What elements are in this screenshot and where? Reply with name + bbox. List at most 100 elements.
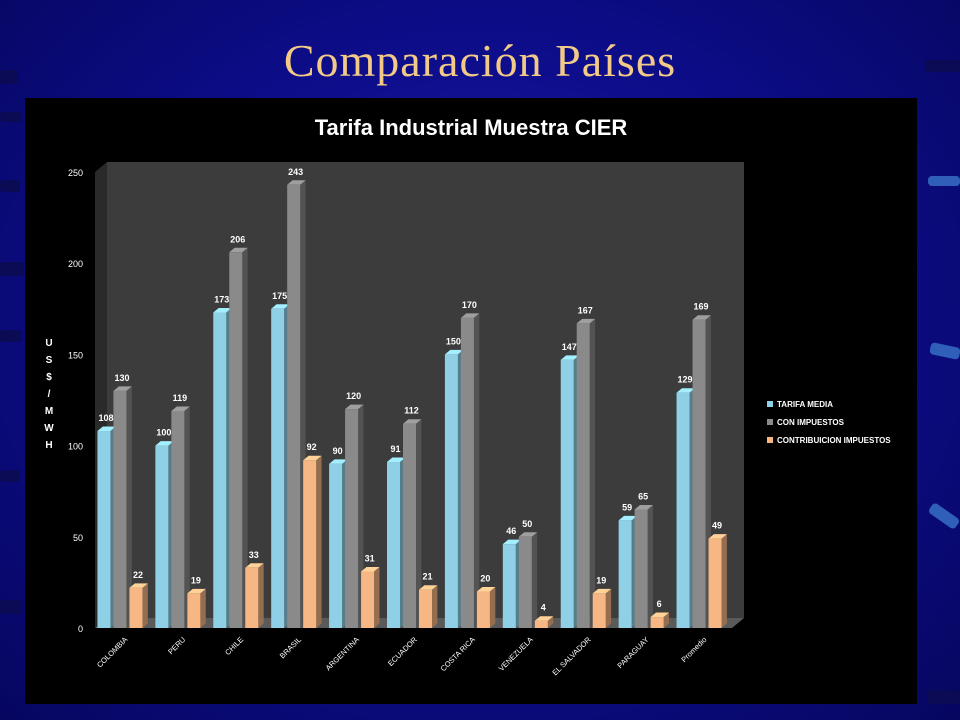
data-label: 6 bbox=[657, 599, 662, 609]
data-label: 92 bbox=[307, 442, 317, 452]
bar-top bbox=[444, 349, 464, 355]
bar-top bbox=[592, 588, 612, 594]
x-tick-label: PERU bbox=[166, 635, 187, 656]
bar bbox=[634, 509, 648, 628]
x-tick-label: BRASIL bbox=[278, 635, 303, 660]
y-axis-label: U bbox=[45, 338, 52, 349]
x-tick-label: CHILE bbox=[223, 635, 245, 657]
y-tick-label: 200 bbox=[68, 259, 83, 269]
x-tick-label: EL SALVADOR bbox=[550, 635, 593, 678]
data-label: 31 bbox=[365, 553, 375, 563]
slide-decoration bbox=[0, 262, 24, 276]
data-label: 112 bbox=[404, 406, 419, 416]
bar-top bbox=[387, 457, 406, 463]
bar-top bbox=[618, 515, 638, 521]
y-axis-label: S bbox=[46, 355, 53, 366]
bar-top bbox=[560, 355, 580, 360]
x-tick-label: VENEZUELA bbox=[497, 635, 535, 673]
data-label: 19 bbox=[596, 575, 606, 585]
data-label: 33 bbox=[249, 550, 259, 560]
data-label: 175 bbox=[272, 291, 287, 301]
data-label: 65 bbox=[638, 491, 648, 501]
data-label: 108 bbox=[98, 413, 113, 423]
bar-top bbox=[708, 534, 727, 539]
bar bbox=[518, 536, 532, 628]
bar-top bbox=[576, 318, 596, 324]
slide-decoration bbox=[0, 330, 22, 342]
slide-decoration bbox=[927, 501, 960, 531]
x-tick-label: ECUADOR bbox=[386, 635, 419, 668]
data-label: 170 bbox=[462, 300, 477, 310]
bar bbox=[229, 252, 243, 629]
x-tick-label: PARAGUAY bbox=[615, 635, 650, 670]
bar-top bbox=[303, 455, 322, 461]
bar-top bbox=[502, 539, 522, 545]
bar-side bbox=[605, 588, 612, 628]
bar-side bbox=[531, 532, 538, 628]
bar bbox=[155, 445, 169, 628]
bar-side bbox=[126, 386, 132, 628]
x-tick-label: Promedio bbox=[679, 635, 708, 664]
bar bbox=[113, 390, 127, 628]
bar bbox=[171, 410, 185, 628]
bar-top bbox=[460, 313, 480, 318]
data-label: 20 bbox=[480, 574, 490, 584]
bar-top bbox=[476, 587, 496, 592]
bar-top bbox=[634, 504, 654, 510]
bar-top bbox=[287, 180, 306, 185]
y-tick-label: 250 bbox=[68, 168, 83, 178]
bar bbox=[361, 571, 375, 628]
bar bbox=[460, 317, 474, 628]
y-tick-label: 150 bbox=[68, 350, 83, 360]
bar-side bbox=[547, 616, 554, 628]
bar bbox=[419, 589, 432, 628]
bar-side bbox=[142, 583, 148, 628]
bar-top bbox=[361, 566, 380, 572]
slide-title: Comparación Países bbox=[283, 35, 677, 86]
bar-top bbox=[97, 426, 116, 432]
bar-top bbox=[171, 406, 190, 411]
slide-decoration bbox=[929, 342, 960, 360]
bar-top bbox=[676, 388, 695, 393]
bar-side bbox=[416, 419, 422, 628]
bar-top bbox=[650, 612, 670, 618]
bar-top bbox=[534, 616, 554, 621]
data-label: 173 bbox=[214, 294, 229, 304]
data-label: 120 bbox=[346, 391, 361, 401]
data-label: 130 bbox=[114, 373, 129, 383]
legend-swatch bbox=[767, 401, 773, 407]
bar bbox=[213, 312, 227, 628]
legend-label: CON IMPUESTOS bbox=[777, 418, 845, 427]
slide-decoration bbox=[928, 690, 960, 704]
data-label: 46 bbox=[506, 526, 516, 536]
data-label: 243 bbox=[288, 167, 303, 177]
slide-decoration bbox=[0, 180, 20, 192]
data-label: 49 bbox=[712, 521, 722, 531]
bar-side bbox=[316, 455, 322, 628]
y-tick-label: 0 bbox=[78, 624, 83, 634]
bar-top bbox=[229, 247, 248, 253]
legend-label: CONTRIBUICION IMPUESTOS bbox=[777, 436, 891, 445]
x-tick-label: COSTA RICA bbox=[439, 635, 477, 673]
bar bbox=[476, 591, 490, 628]
bar bbox=[303, 460, 317, 628]
bar bbox=[271, 308, 285, 628]
legend-label: TARIFA MEDIA bbox=[777, 400, 833, 409]
bar-side bbox=[489, 587, 496, 628]
bar-side bbox=[589, 318, 596, 628]
y-tick-label: 100 bbox=[68, 442, 83, 452]
y-axis-label: H bbox=[45, 440, 52, 451]
data-label: 169 bbox=[694, 302, 709, 312]
bar bbox=[345, 409, 359, 628]
bar-top bbox=[692, 315, 711, 320]
slide-decoration bbox=[0, 470, 20, 482]
y-axis-label: $ bbox=[46, 372, 52, 383]
data-label: 21 bbox=[422, 572, 432, 582]
bar bbox=[708, 538, 722, 628]
bar-top bbox=[329, 459, 348, 464]
bar-side bbox=[473, 313, 480, 628]
slide-decoration bbox=[0, 112, 22, 122]
data-label: 150 bbox=[446, 336, 461, 346]
bar bbox=[329, 463, 343, 628]
legend-swatch bbox=[767, 419, 773, 425]
